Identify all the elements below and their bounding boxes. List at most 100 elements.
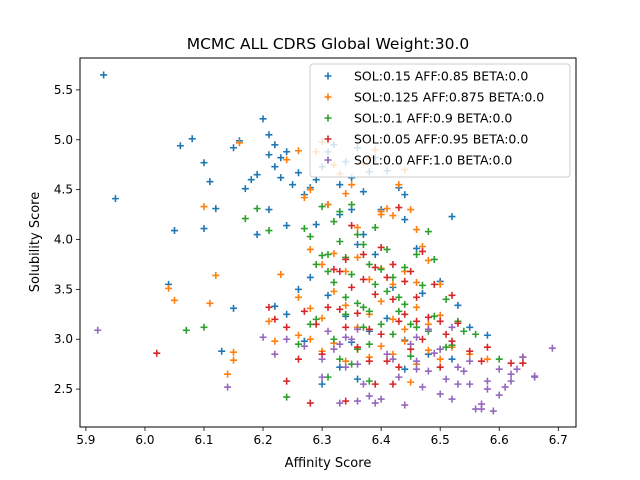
data-point-s2-0 [182,326,190,334]
data-point-s3-9 [324,303,332,311]
y-tick-label-5: 5.0 [54,133,73,147]
axes-frame [79,57,577,428]
data-point-s3-32 [401,277,409,285]
data-point-s3-46 [454,319,462,327]
data-point-s1-3 [170,296,178,304]
data-point-s1-75 [271,337,279,345]
data-point-s3-37 [418,247,426,255]
data-point-s0-76 [359,231,367,239]
data-point-s4-8 [330,345,338,353]
data-point-s1-31 [407,206,415,214]
data-point-s2-51 [336,355,344,363]
data-point-s2-15 [330,278,338,286]
legend-marker-3 [324,135,332,143]
data-point-s0-19 [271,141,279,149]
data-point-s2-10 [318,203,326,211]
data-point-s2-30 [377,265,385,273]
data-point-s4-39 [513,365,521,373]
data-point-s4-51 [466,380,474,388]
data-point-s1-44 [294,293,302,301]
data-point-s0-2 [176,142,184,150]
data-point-s2-20 [348,201,356,209]
data-point-s3-29 [389,295,397,303]
data-point-s4-59 [413,333,421,341]
data-point-s2-47 [460,327,468,335]
data-point-s0-72 [448,355,456,363]
y-tick-label-6: 5.5 [54,83,73,97]
data-point-s4-26 [436,390,444,398]
data-point-s1-51 [377,297,385,305]
data-point-s3-54 [371,380,379,388]
data-point-s3-5 [294,355,302,363]
data-point-s4-15 [371,399,379,407]
data-point-s2-64 [401,300,409,308]
data-point-s1-57 [306,335,314,343]
data-point-s0-63 [418,289,426,297]
data-point-s2-56 [359,323,367,331]
data-point-s1-48 [342,301,350,309]
data-point-s2-16 [336,208,344,216]
data-point-s0-0 [100,71,108,79]
marker-layer [94,71,556,415]
data-point-s0-31 [336,181,344,189]
data-point-s0-13 [247,176,255,184]
data-point-s4-1 [224,383,232,391]
data-point-s0-48 [354,240,362,248]
data-point-s4-20 [401,401,409,409]
data-point-s0-65 [454,301,462,309]
data-point-s1-22 [354,224,362,232]
data-point-s2-38 [407,320,415,328]
data-point-s3-58 [300,307,308,315]
data-point-s4-7 [324,327,332,335]
data-point-s3-2 [271,315,279,323]
data-point-s3-28 [389,260,397,268]
data-point-s2-42 [430,312,438,320]
data-point-s3-57 [348,222,356,230]
data-point-s1-2 [206,299,214,307]
data-point-s2-62 [442,343,450,351]
data-point-s2-40 [418,281,426,289]
data-point-s1-13 [300,194,308,202]
data-point-s1-53 [401,325,409,333]
data-point-s2-44 [442,295,450,303]
data-point-s4-24 [424,367,432,375]
data-point-s4-44 [336,399,344,407]
data-point-s0-54 [271,302,279,310]
data-point-s3-24 [377,330,385,338]
data-point-s3-1 [265,303,273,311]
data-point-s4-28 [448,395,456,403]
data-point-s0-10 [230,144,238,152]
data-point-s2-63 [407,352,415,360]
data-point-s3-7 [312,320,320,328]
data-point-s2-25 [359,303,367,311]
data-point-s1-65 [401,337,409,345]
data-point-s2-67 [365,377,373,385]
legend-label-3: SOL:0.05 AFF:0.95 BETA:0.0 [354,132,528,147]
data-point-s0-18 [271,163,279,171]
data-point-s1-54 [413,303,421,311]
data-point-s4-46 [413,365,421,373]
data-point-s1-0 [200,203,208,211]
data-point-s4-56 [478,405,486,413]
data-point-s1-34 [330,249,338,257]
data-point-s1-17 [324,201,332,209]
data-point-s0-78 [413,244,421,252]
data-point-s1-6 [230,348,238,356]
data-point-s4-55 [531,372,539,380]
data-point-s0-15 [259,115,267,123]
data-point-s3-43 [442,330,450,338]
x-tick-label-0: 5.9 [76,433,95,447]
data-point-s3-35 [407,267,415,275]
data-point-s4-10 [342,363,350,371]
data-point-s1-5 [224,370,232,378]
x-tick-label-3: 6.2 [254,433,273,447]
data-point-s4-40 [519,353,527,361]
data-point-s2-58 [306,320,314,328]
data-point-s3-42 [436,363,444,371]
data-point-s4-35 [489,407,497,415]
data-point-s2-65 [413,323,421,331]
data-point-s0-5 [206,178,214,186]
legend-label-2: SOL:0.1 AFF:0.9 BETA:0.0 [354,111,512,126]
data-point-s0-23 [289,181,297,189]
data-point-s2-31 [377,320,385,328]
